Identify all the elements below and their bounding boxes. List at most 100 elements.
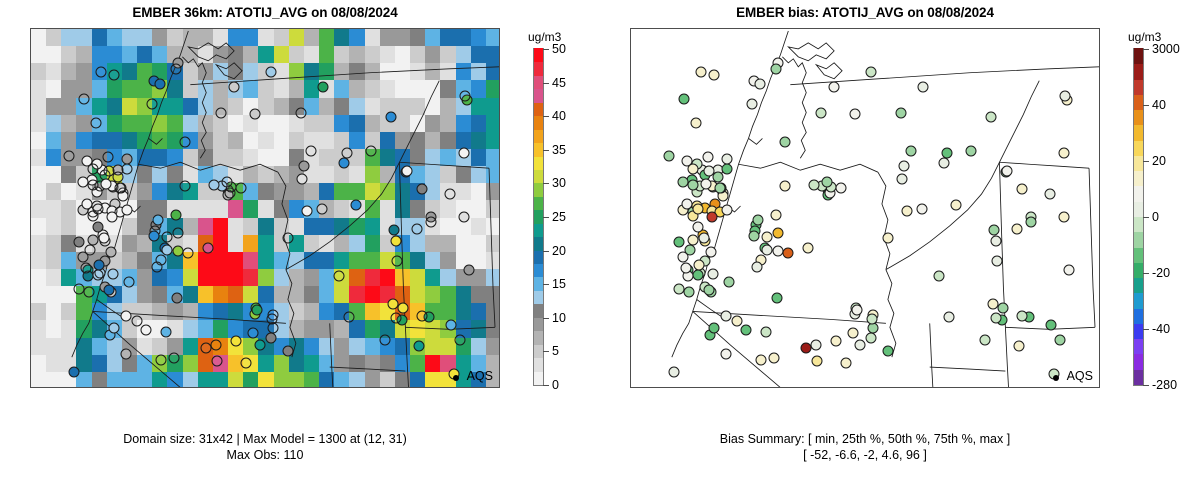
aqs-bias-point[interactable] bbox=[810, 339, 822, 351]
aqs-bias-point[interactable] bbox=[1011, 223, 1023, 235]
aqs-bias-point[interactable] bbox=[740, 324, 752, 336]
aqs-observation-point[interactable] bbox=[73, 283, 85, 295]
aqs-observation-point[interactable] bbox=[458, 147, 470, 159]
aqs-observation-point[interactable] bbox=[254, 339, 266, 351]
aqs-bias-point[interactable] bbox=[761, 244, 773, 256]
aqs-bias-point[interactable] bbox=[840, 357, 852, 369]
aqs-bias-point[interactable] bbox=[687, 234, 699, 246]
aqs-bias-point[interactable] bbox=[706, 211, 718, 223]
aqs-observation-point[interactable] bbox=[107, 268, 118, 280]
aqs-observation-point[interactable] bbox=[182, 247, 194, 259]
aqs-bias-point[interactable] bbox=[668, 366, 680, 378]
aqs-bias-point[interactable] bbox=[678, 93, 690, 105]
aqs-observation-point[interactable] bbox=[208, 179, 220, 191]
aqs-observation-point[interactable] bbox=[387, 298, 399, 310]
aqs-observation-point[interactable] bbox=[73, 236, 85, 248]
aqs-observation-point[interactable] bbox=[87, 163, 99, 175]
aqs-observation-point[interactable] bbox=[161, 231, 173, 243]
aqs-observation-point[interactable] bbox=[170, 63, 182, 75]
aqs-observation-point[interactable] bbox=[120, 348, 132, 360]
bias-obs-points-layer[interactable] bbox=[631, 29, 1099, 387]
aqs-bias-point[interactable] bbox=[707, 268, 718, 280]
aqs-bias-point[interactable] bbox=[684, 244, 696, 256]
aqs-bias-point[interactable] bbox=[1013, 340, 1025, 352]
aqs-observation-point[interactable] bbox=[131, 315, 143, 327]
aqs-observation-point[interactable] bbox=[235, 182, 247, 194]
aqs-bias-point[interactable] bbox=[938, 157, 950, 169]
aqs-bias-point[interactable] bbox=[988, 224, 1000, 236]
aqs-bias-point[interactable] bbox=[760, 326, 772, 338]
aqs-bias-point[interactable] bbox=[695, 66, 707, 78]
aqs-observation-point[interactable] bbox=[295, 107, 307, 119]
aqs-observation-point[interactable] bbox=[121, 163, 133, 175]
aqs-bias-point[interactable] bbox=[673, 236, 685, 248]
aqs-bias-point[interactable] bbox=[752, 214, 764, 226]
aqs-bias-point[interactable] bbox=[721, 153, 733, 165]
aqs-bias-point[interactable] bbox=[677, 176, 689, 188]
aqs-bias-point[interactable] bbox=[828, 81, 840, 93]
aqs-observation-point[interactable] bbox=[266, 313, 278, 325]
aqs-observation-point[interactable] bbox=[100, 178, 112, 190]
aqs-bias-point[interactable] bbox=[985, 111, 997, 123]
aqs-observation-point[interactable] bbox=[390, 312, 402, 324]
aqs-bias-point[interactable] bbox=[779, 180, 791, 192]
aqs-bias-point[interactable] bbox=[680, 262, 692, 274]
aqs-observation-point[interactable] bbox=[112, 171, 124, 183]
aqs-observation-point[interactable] bbox=[120, 310, 132, 322]
aqs-bias-point[interactable] bbox=[811, 355, 823, 367]
aqs-bias-point[interactable] bbox=[770, 63, 782, 75]
aqs-observation-point[interactable] bbox=[90, 117, 102, 129]
aqs-observation-point[interactable] bbox=[84, 244, 96, 256]
aqs-bias-point[interactable] bbox=[882, 232, 894, 244]
aqs-observation-point[interactable] bbox=[148, 230, 160, 242]
aqs-bias-point[interactable] bbox=[687, 163, 699, 175]
aqs-observation-point[interactable] bbox=[388, 224, 400, 236]
aqs-observation-point[interactable] bbox=[98, 232, 110, 244]
aqs-observation-point[interactable] bbox=[92, 203, 104, 215]
aqs-bias-point[interactable] bbox=[1054, 334, 1066, 346]
aqs-bias-point[interactable] bbox=[1058, 147, 1070, 159]
aqs-bias-point[interactable] bbox=[677, 251, 689, 263]
aqs-observation-point[interactable] bbox=[265, 66, 277, 78]
aqs-bias-point[interactable] bbox=[772, 227, 784, 239]
aqs-observation-point[interactable] bbox=[121, 204, 133, 216]
aqs-bias-point[interactable] bbox=[708, 69, 720, 81]
aqs-bias-point[interactable] bbox=[815, 107, 827, 119]
aqs-observation-point[interactable] bbox=[282, 232, 294, 244]
aqs-observation-point[interactable] bbox=[78, 93, 90, 105]
aqs-bias-point[interactable] bbox=[673, 283, 685, 295]
aqs-bias-point[interactable] bbox=[800, 342, 812, 354]
aqs-bias-point[interactable] bbox=[808, 179, 820, 191]
aqs-bias-point[interactable] bbox=[821, 176, 833, 188]
aqs-bias-point[interactable] bbox=[720, 310, 732, 322]
aqs-bias-point[interactable] bbox=[723, 276, 735, 288]
aqs-bias-point[interactable] bbox=[1063, 264, 1075, 276]
aqs-observation-point[interactable] bbox=[83, 286, 95, 298]
aqs-bias-point[interactable] bbox=[761, 231, 773, 243]
aqs-bias-point[interactable] bbox=[751, 261, 763, 273]
bias-colorbar[interactable]: -280 -40 -20 0 20 40 3000 bbox=[1133, 42, 1180, 392]
aqs-bias-point[interactable] bbox=[905, 145, 917, 157]
aqs-bias-point[interactable] bbox=[712, 171, 724, 183]
aqs-bias-point[interactable] bbox=[782, 247, 794, 259]
aqs-bias-point[interactable] bbox=[854, 339, 866, 351]
aqs-observation-point[interactable] bbox=[103, 165, 115, 176]
aqs-observation-point[interactable] bbox=[459, 90, 471, 102]
aqs-bias-point[interactable] bbox=[748, 230, 760, 242]
aqs-bias-point[interactable] bbox=[901, 205, 913, 217]
aqs-observation-point[interactable] bbox=[92, 269, 104, 281]
aqs-bias-point[interactable] bbox=[1058, 211, 1070, 223]
aqs-observation-point[interactable] bbox=[411, 223, 423, 235]
aqs-bias-point[interactable] bbox=[1016, 183, 1028, 194]
aqs-observation-point[interactable] bbox=[105, 246, 117, 258]
aqs-bias-point[interactable] bbox=[692, 269, 704, 281]
aqs-bias-point[interactable] bbox=[933, 270, 945, 282]
aqs-observation-point[interactable] bbox=[240, 357, 252, 369]
aqs-bias-point[interactable] bbox=[770, 209, 782, 221]
aqs-observation-point[interactable] bbox=[265, 332, 277, 344]
aqs-observation-point[interactable] bbox=[108, 322, 120, 334]
aqs-bias-point[interactable] bbox=[721, 204, 733, 216]
bias-map-plot-area[interactable]: AQS 424446485052-124-122-120-118-116-114… bbox=[630, 28, 1100, 388]
aqs-observation-point[interactable] bbox=[93, 259, 105, 271]
model-obs-points-layer[interactable] bbox=[31, 29, 499, 387]
